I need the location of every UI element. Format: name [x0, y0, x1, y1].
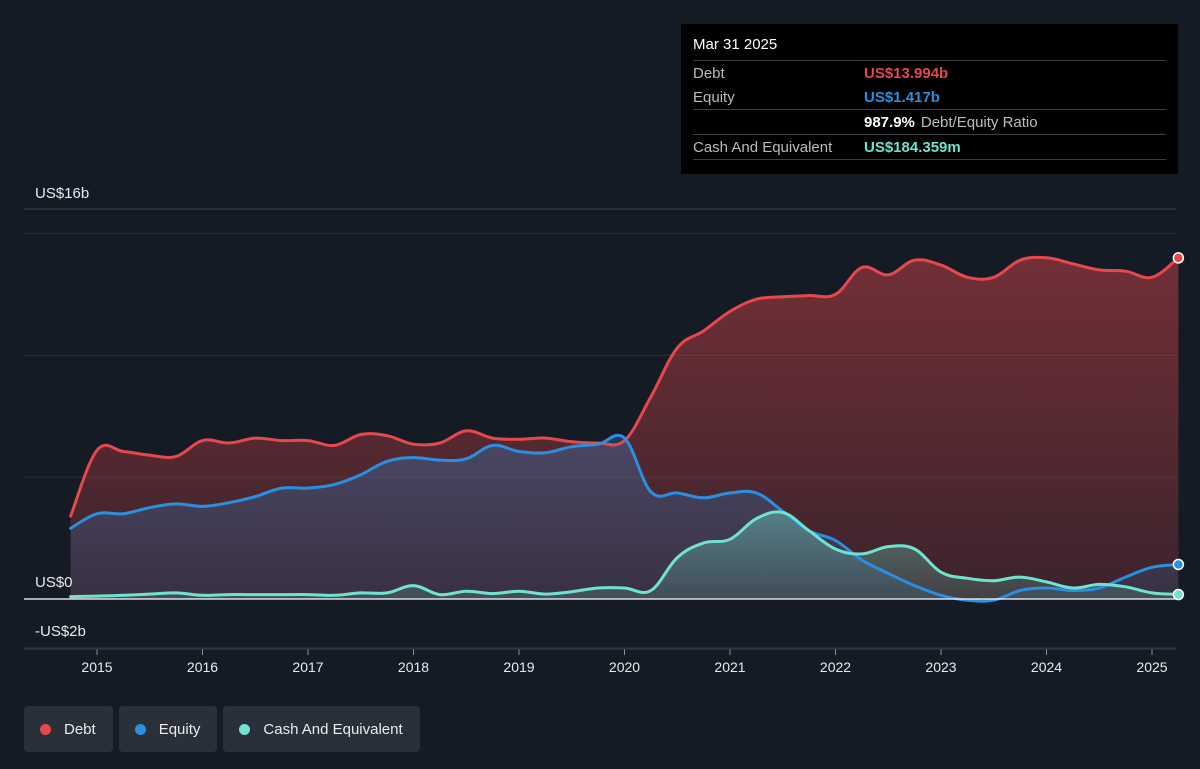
line-debt [69, 255, 1180, 518]
tooltip-label-equity: Equity [693, 88, 735, 106]
legend-item-equity[interactable]: Equity [118, 706, 218, 752]
x-tick-label-2019: 2019 [503, 659, 534, 675]
tooltip-value-debt: US$13.994b [864, 64, 949, 82]
area-equity [70, 435, 1179, 602]
endpoint-equity [1172, 558, 1185, 571]
tooltip-label-cash: Cash And Equivalent [693, 138, 833, 156]
legend-label-cash: Cash And Equivalent [263, 720, 403, 738]
x-tick-label-2021: 2021 [714, 659, 745, 675]
legend-dot-debt-icon [40, 723, 51, 735]
tooltip-value-cash: US$184.359m [864, 138, 961, 156]
y-label-neg2: -US$2b [35, 623, 86, 640]
tooltip-value-ratio: 987.9% [864, 113, 915, 131]
tooltip-value-equity: US$1.417b [864, 88, 940, 106]
tooltip-row-cash: Cash And Equivalent US$184.359m [693, 134, 1166, 160]
x-tick-label-2024: 2024 [1031, 659, 1062, 675]
series-lines [69, 255, 1180, 603]
x-tick-label-2017: 2017 [292, 659, 323, 675]
tooltip-label-debt: Debt [693, 64, 725, 82]
series-endpoints [1172, 252, 1185, 601]
tooltip-row-equity: Equity US$1.417b [693, 85, 1166, 109]
legend-dot-equity-icon [134, 723, 146, 735]
series-areas [70, 257, 1179, 602]
tooltip-ratio-caption: Debt/Equity Ratio [920, 113, 1038, 131]
x-tick-label-2023: 2023 [925, 659, 956, 675]
legend-label-debt: Debt [64, 720, 96, 738]
tooltip-panel: Mar 31 2025 Debt US$13.994b Equity US$1.… [681, 24, 1178, 174]
line-equity [69, 433, 1180, 603]
x-tick-label-2020: 2020 [609, 659, 640, 675]
endpoint-cash [1172, 588, 1185, 601]
tooltip-row-ratio: 987.9% Debt/Equity Ratio [693, 109, 1166, 134]
y-axis-labels: US$16b US$0 -US$2b [35, 185, 89, 640]
legend: Debt Equity Cash And Equivalent [24, 706, 420, 752]
legend-item-debt[interactable]: Debt [24, 706, 113, 752]
x-tick-label-2016: 2016 [187, 659, 218, 675]
legend-item-cash[interactable]: Cash And Equivalent [223, 706, 420, 752]
area-cash [70, 511, 1179, 599]
endpoint-debt [1172, 252, 1185, 264]
x-tick-label-2025: 2025 [1136, 659, 1167, 675]
x-axis-ticks: 2015 2016 2017 2018 2019 2020 2021 2022 2023 2024… [24, 648, 1176, 675]
x-tick-label-2022: 2022 [820, 659, 851, 675]
x-tick-label-2015: 2015 [81, 659, 112, 675]
legend-dot-cash-icon [239, 723, 251, 735]
y-label-0: US$0 [35, 574, 73, 591]
tooltip-row-debt: Debt US$13.994b [693, 60, 1166, 85]
x-tick-label-2018: 2018 [398, 659, 429, 675]
tooltip-date: Mar 31 2025 [693, 36, 778, 53]
line-cash [69, 510, 1180, 599]
legend-label-equity: Equity [158, 720, 201, 738]
y-label-16: US$16b [35, 185, 89, 202]
